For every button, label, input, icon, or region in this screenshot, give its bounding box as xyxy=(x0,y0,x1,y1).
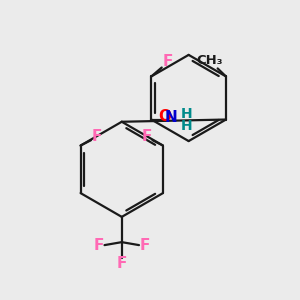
Text: H: H xyxy=(180,107,192,121)
Text: O: O xyxy=(158,109,171,124)
Text: N: N xyxy=(164,110,177,125)
Text: F: F xyxy=(117,256,127,271)
Text: H: H xyxy=(180,119,192,133)
Text: F: F xyxy=(140,238,150,253)
Text: F: F xyxy=(163,54,173,69)
Text: CH₃: CH₃ xyxy=(196,54,223,67)
Text: F: F xyxy=(92,129,102,144)
Text: F: F xyxy=(141,129,152,144)
Text: F: F xyxy=(93,238,104,253)
